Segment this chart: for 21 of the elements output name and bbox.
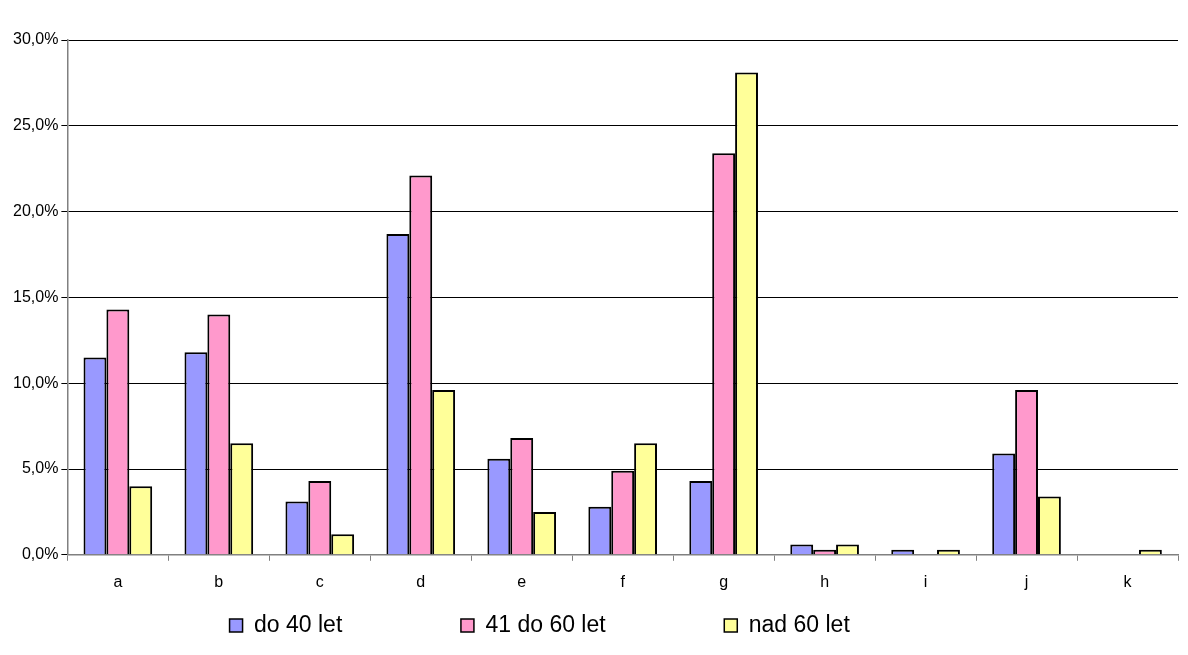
y-tick-label: 20,0%	[12, 202, 59, 220]
x-tick-label: k	[1123, 572, 1133, 590]
y-tick-label: 10,0%	[12, 373, 59, 391]
y-tick-label: 15,0%	[12, 287, 59, 305]
y-tick-label: 25,0%	[12, 116, 59, 134]
legend-label: do 40 let	[254, 610, 451, 637]
x-tick-label: i	[923, 572, 928, 590]
x-tick-label: h	[820, 572, 830, 590]
x-tick-label: d	[416, 572, 426, 590]
x-tick-label: b	[214, 572, 224, 590]
legend-label: nad 60 let	[748, 610, 959, 637]
legend-label: 41 do 60 let	[485, 610, 715, 637]
y-tick-label: 0,0%	[21, 545, 59, 563]
x-tick-label: j	[1023, 572, 1029, 590]
x-tick-label: f	[620, 572, 626, 590]
x-tick-label: e	[517, 572, 527, 590]
x-tick-label: g	[719, 572, 729, 590]
x-tick-label: c	[315, 572, 324, 590]
x-tick-label: a	[113, 572, 123, 590]
y-tick-label: 5,0%	[21, 459, 59, 477]
y-tick-label: 30,0%	[12, 30, 59, 48]
